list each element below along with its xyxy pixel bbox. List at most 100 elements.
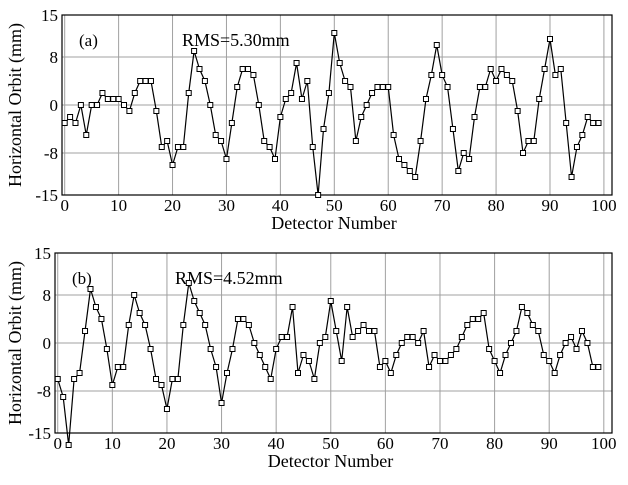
data-point [444,84,451,90]
data-point [256,352,263,358]
data-point [363,102,370,108]
data-point [415,340,422,346]
data-point [529,322,536,328]
data-point [300,352,307,358]
data-point [153,376,160,382]
x-axis-label: Detector Number [268,451,393,471]
data-point [589,364,596,370]
data-point [67,114,74,120]
data-point [54,376,61,382]
data-point [163,406,170,412]
data-point [315,192,322,198]
data-point [336,60,343,66]
data-point [316,340,323,346]
plot-frame [61,14,613,196]
data-point [439,72,446,78]
data-point [289,304,296,310]
data-point [60,394,67,400]
data-point [158,144,165,150]
data-point [546,36,553,42]
y-axis-label: Horizontal Orbit (mm) [5,261,26,425]
x-tick-label: 20 [164,196,181,215]
data-point [245,66,252,72]
data-point [509,78,516,84]
data-point [524,310,531,316]
x-tick-label: 100 [591,434,617,453]
data-point [491,358,498,364]
data-point [88,102,95,108]
x-tick-label: 20 [158,434,175,453]
y-tick-label: -8 [44,144,58,163]
data-point [458,334,465,340]
data-point [87,286,94,292]
data-point [293,60,300,66]
data-point [207,102,214,108]
data-point [578,328,585,334]
data-point [331,30,338,36]
data-point [584,340,591,346]
data-point [344,304,351,310]
data-point [99,90,106,96]
y-tick-label: 0 [43,334,52,353]
data-point [234,316,241,322]
x-tick-label: 30 [213,434,230,453]
x-tick-label: 80 [486,434,503,453]
x-tick-label: 40 [272,196,289,215]
data-point [396,156,403,162]
data-point [271,156,278,162]
data-point [426,364,433,370]
data-point [360,322,367,328]
data-point [338,358,345,364]
x-axis-label: Detector Number [271,213,396,233]
x-tick-label: 10 [110,196,127,215]
data-point [245,322,252,328]
data-point [137,78,144,84]
data-point [382,358,389,364]
data-point [288,90,295,96]
data-point [250,72,257,78]
data-point [83,132,90,138]
data-point [255,102,262,108]
data-point [387,370,394,376]
rms-annotation: RMS=5.30mm [182,30,290,50]
data-point [584,114,591,120]
data-point [535,328,542,334]
data-point [514,108,521,114]
data-point [218,400,225,406]
data-point [77,102,84,108]
x-tick-label: 50 [322,434,339,453]
data-point [540,352,547,358]
data-point [428,72,435,78]
data-point [325,90,332,96]
data-point [320,126,327,132]
data-point [185,280,192,286]
x-tick-label: 100 [591,196,617,215]
data-point [327,298,334,304]
data-point [369,90,376,96]
data-point [552,72,559,78]
data-point [393,352,400,358]
data-point [305,358,312,364]
data-point [453,346,460,352]
data-point [115,96,122,102]
data-point [92,304,99,310]
data-point [131,90,138,96]
data-point [469,316,476,322]
data-point [71,376,78,382]
data-point [142,78,149,84]
data-point [412,174,419,180]
data-point [234,84,241,90]
data-point [229,346,236,352]
data-point [342,78,349,84]
data-point [487,66,494,72]
data-point [358,114,365,120]
data-point [239,66,246,72]
data-point [207,346,214,352]
data-point [568,334,575,340]
data-point [595,364,602,370]
data-point [466,156,473,162]
x-tick-label: 40 [268,434,285,453]
data-point [507,340,514,346]
data-point [126,108,133,114]
